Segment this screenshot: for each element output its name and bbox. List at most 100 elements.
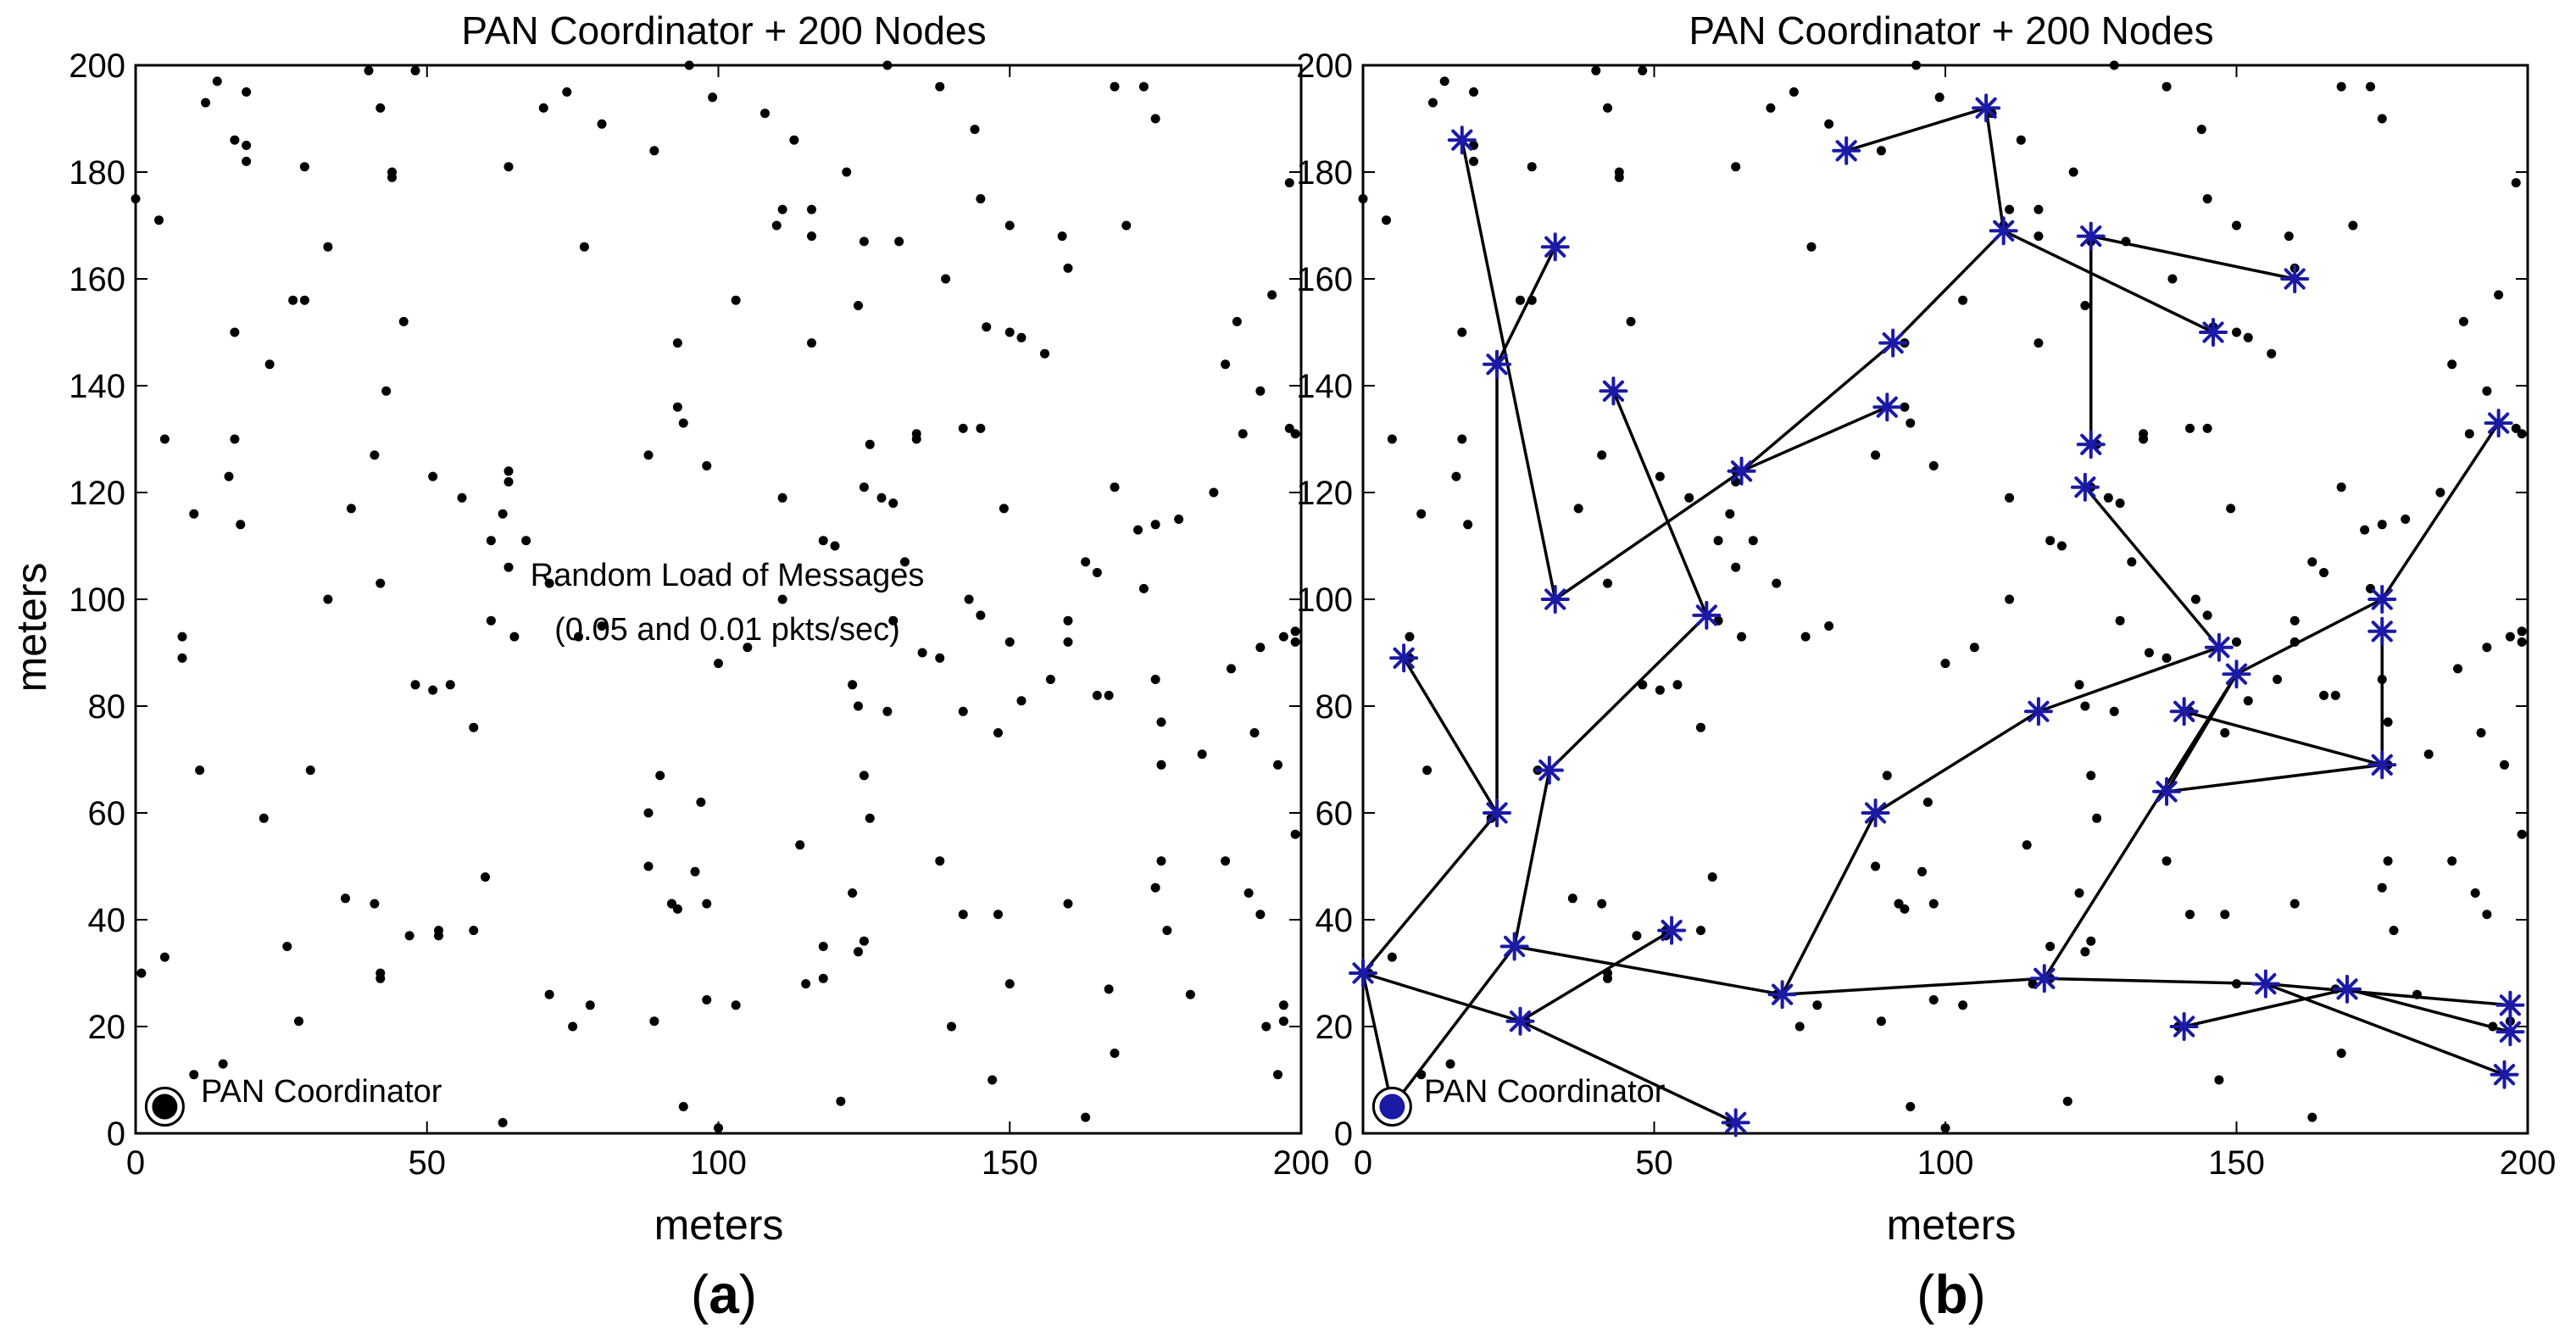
node-point [2500, 760, 2510, 770]
node-point [1278, 1016, 1288, 1027]
node-point [2214, 1075, 2224, 1085]
route-link [2044, 977, 2266, 986]
router-marker [2367, 585, 2397, 614]
node-point [678, 418, 688, 428]
node-point [2162, 856, 2172, 866]
node-point [1469, 87, 1479, 97]
node-point [1358, 194, 1368, 203]
node-point [597, 621, 607, 631]
node-point [136, 968, 147, 978]
router-marker [2204, 632, 2234, 662]
router-marker [2495, 1017, 2525, 1047]
node-point [2307, 1112, 2317, 1122]
node-point [1527, 295, 1537, 305]
node-point [2045, 942, 2056, 951]
node-point [2226, 504, 2236, 514]
node-point [218, 1059, 228, 1069]
node-point [2196, 125, 2206, 135]
node-point [2458, 316, 2468, 326]
x-tick-label: 50 [409, 1144, 447, 1182]
node-point [1261, 1021, 1271, 1032]
node-point [2086, 936, 2096, 946]
node-point [2330, 690, 2340, 700]
node-point [2034, 338, 2044, 348]
route-link [1782, 977, 2045, 996]
node-point [1284, 178, 1294, 188]
node-point [1185, 989, 1195, 999]
node-point [836, 1096, 846, 1106]
node-point [1221, 856, 1231, 866]
node-point [1906, 1102, 1916, 1111]
node-point [1614, 172, 1624, 182]
node-point [434, 931, 443, 941]
node-point [1824, 119, 1834, 129]
y-tick-label: 140 [69, 368, 125, 405]
node-point [504, 476, 514, 487]
node-point [504, 562, 514, 572]
node-point [410, 680, 420, 690]
node-point [1911, 60, 1922, 70]
node-point [2505, 632, 2515, 642]
router-marker [1767, 980, 1797, 1010]
node-point [848, 680, 858, 690]
node-point [498, 509, 508, 519]
router-marker [2280, 264, 2310, 293]
route-link [2043, 673, 2238, 980]
node-point [212, 76, 222, 86]
node-point [1110, 1049, 1120, 1058]
y-tick-label: 20 [1316, 1009, 1354, 1046]
node-point [947, 1021, 956, 1032]
node-point [1591, 65, 1601, 75]
y-tick-label: 0 [1334, 1116, 1353, 1153]
route-link [2380, 422, 2501, 600]
node-point [323, 594, 333, 604]
node-point [1597, 450, 1607, 460]
node-point [731, 295, 741, 305]
node-point [1655, 685, 1665, 695]
panel-a: PAN Coordinator + 200 Nodes 0 50 100 150 200… [8, 8, 1329, 1325]
node-point [1672, 680, 1683, 690]
node-point [643, 861, 654, 871]
node-point [2103, 492, 2113, 503]
route-link [1611, 390, 1708, 616]
node-point [789, 135, 799, 145]
node-point [1900, 402, 1910, 412]
node-point [2162, 653, 2172, 663]
x-tick-label: 0 [1354, 1144, 1372, 1182]
node-point [807, 231, 816, 242]
node-point [2220, 910, 2230, 920]
router-marker [1989, 216, 2018, 246]
node-point [288, 295, 298, 305]
node-point [888, 615, 899, 626]
router-marker [1692, 600, 1722, 630]
node-point [2389, 926, 2399, 936]
node-point [1597, 899, 1607, 909]
node-point [1427, 97, 1438, 108]
node-point [305, 765, 315, 776]
node-point [242, 156, 252, 166]
router-marker [2199, 318, 2228, 347]
node-point [2377, 520, 2387, 530]
node-point [1731, 562, 1741, 572]
router-marker [1727, 456, 1756, 486]
node-point [2232, 637, 2241, 647]
router-marker [2023, 697, 2053, 726]
node-point [230, 327, 240, 337]
node-point [1405, 632, 1415, 642]
x-tick-label: 100 [1917, 1144, 1974, 1182]
node-point [1004, 637, 1015, 647]
node-point [1104, 984, 1114, 994]
node-point [562, 87, 572, 97]
node-point [830, 541, 840, 551]
node-point [2005, 204, 2015, 214]
node-point [2447, 856, 2457, 866]
router-marker [2251, 969, 2280, 999]
node-point [801, 979, 811, 989]
node-point [702, 995, 712, 1004]
node-point [1138, 81, 1149, 92]
router-marker [1540, 232, 1570, 262]
y-tick-label: 160 [1296, 261, 1353, 298]
node-point [1209, 487, 1219, 498]
router-marker [2367, 750, 2397, 780]
node-point [911, 429, 921, 439]
